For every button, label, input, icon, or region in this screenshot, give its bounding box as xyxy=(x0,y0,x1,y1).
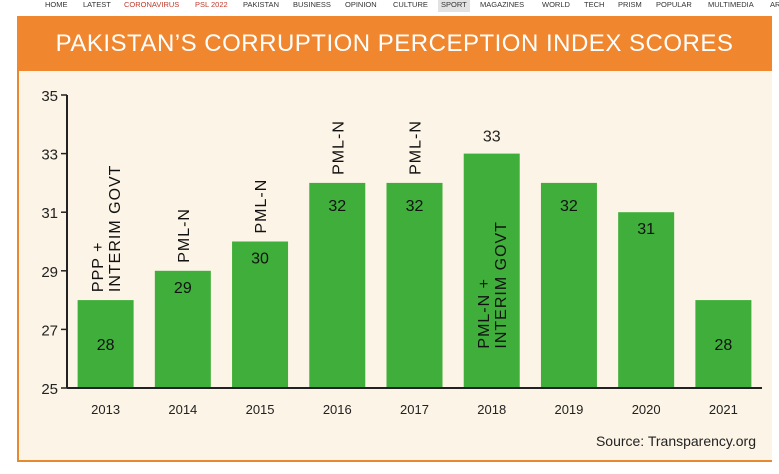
value-label-2017: 32 xyxy=(406,198,424,215)
bar-2013 xyxy=(77,300,134,388)
top-nav: HOME LATEST CORONAVIRUS PSL 2022 PAKISTAN BUS… xyxy=(0,0,779,12)
party-label-line: PPP + xyxy=(90,242,107,293)
nav-item-business[interactable]: BUSINESS xyxy=(293,0,331,9)
value-label-2015: 30 xyxy=(251,251,269,268)
bar-2019 xyxy=(540,182,597,388)
value-label-2019: 32 xyxy=(560,198,578,215)
y-tick-label-25: 25 xyxy=(41,381,58,398)
nav-item-coronavirus[interactable]: CORONAVIRUS xyxy=(124,0,180,9)
value-label-2013: 28 xyxy=(97,337,115,354)
nav-item-tech[interactable]: TECH xyxy=(584,0,605,9)
x-tick-label-2017: 2017 xyxy=(400,402,429,417)
party-label-line: PML-N xyxy=(408,120,425,175)
nav-item-ar[interactable]: AR xyxy=(770,0,779,9)
value-label-2014: 29 xyxy=(174,280,192,297)
value-label-2021: 28 xyxy=(714,337,732,354)
value-label-2016: 32 xyxy=(328,198,346,215)
y-tick-label-29: 29 xyxy=(41,264,58,281)
nav-item-prism[interactable]: PRISM xyxy=(618,0,642,9)
nav-item-opinion[interactable]: OPINION xyxy=(345,0,377,9)
bar-2018 xyxy=(463,153,520,388)
party-label-2016: PML-N xyxy=(330,120,347,175)
x-tick-label-2014: 2014 xyxy=(168,402,197,417)
x-tick-label-2020: 2020 xyxy=(632,402,661,417)
party-label-2017: PML-N xyxy=(408,120,425,175)
value-label-2020: 31 xyxy=(637,221,655,238)
nav-item-latest[interactable]: LATEST xyxy=(83,0,111,9)
bar-2020 xyxy=(618,212,675,388)
nav-item-multimedia[interactable]: MULTIMEDIA xyxy=(708,0,754,9)
y-tick-label-27: 27 xyxy=(41,322,58,339)
nav-item-magazines[interactable]: MAGAZINES xyxy=(480,0,525,9)
y-tick-label-35: 35 xyxy=(41,88,58,105)
x-tick-label-2018: 2018 xyxy=(477,402,506,417)
party-label-2018: PML-N + INTERIM GOVT xyxy=(476,221,510,349)
bar-2016 xyxy=(309,182,366,388)
party-label-line: INTERIM GOVT xyxy=(107,165,124,293)
x-tick-label-2015: 2015 xyxy=(246,402,275,417)
party-label-line: PML-N + xyxy=(476,278,493,349)
value-label-2018: 33 xyxy=(483,129,501,146)
bar-2021 xyxy=(695,300,752,388)
nav-item-pakistan[interactable]: PAKISTAN xyxy=(243,0,279,9)
source-note: Source: Transparency.org xyxy=(596,433,756,449)
nav-item-popular[interactable]: POPULAR xyxy=(656,0,692,9)
nav-item-sport[interactable]: SPORT xyxy=(438,0,470,12)
y-tick-label-33: 33 xyxy=(41,147,58,164)
x-tick-label-2013: 2013 xyxy=(91,402,120,417)
x-tick-label-2019: 2019 xyxy=(554,402,583,417)
party-label-2014: PML-N xyxy=(176,208,193,263)
nav-item-culture[interactable]: CULTURE xyxy=(393,0,428,9)
nav-item-psl-2022[interactable]: PSL 2022 xyxy=(195,0,228,9)
x-tick-label-2021: 2021 xyxy=(709,402,738,417)
party-label-2015: PML-N xyxy=(253,179,270,234)
party-label-line: PML-N xyxy=(330,120,347,175)
chart-title: PAKISTAN’S CORRUPTION PERCEPTION INDEX S… xyxy=(55,30,734,57)
nav-item-home[interactable]: HOME xyxy=(45,0,68,9)
bar-2015 xyxy=(232,241,289,388)
title-band xyxy=(17,16,772,71)
party-label-2013: PPP + INTERIM GOVT xyxy=(90,165,124,293)
x-tick-label-2016: 2016 xyxy=(323,402,352,417)
bar-2014 xyxy=(154,270,211,388)
party-label-line: INTERIM GOVT xyxy=(493,221,510,349)
nav-item-world[interactable]: WORLD xyxy=(542,0,570,9)
bar-2017 xyxy=(386,182,443,388)
party-label-line: PML-N xyxy=(253,179,270,234)
y-tick-label-31: 31 xyxy=(41,205,58,222)
party-label-line: PML-N xyxy=(176,208,193,263)
